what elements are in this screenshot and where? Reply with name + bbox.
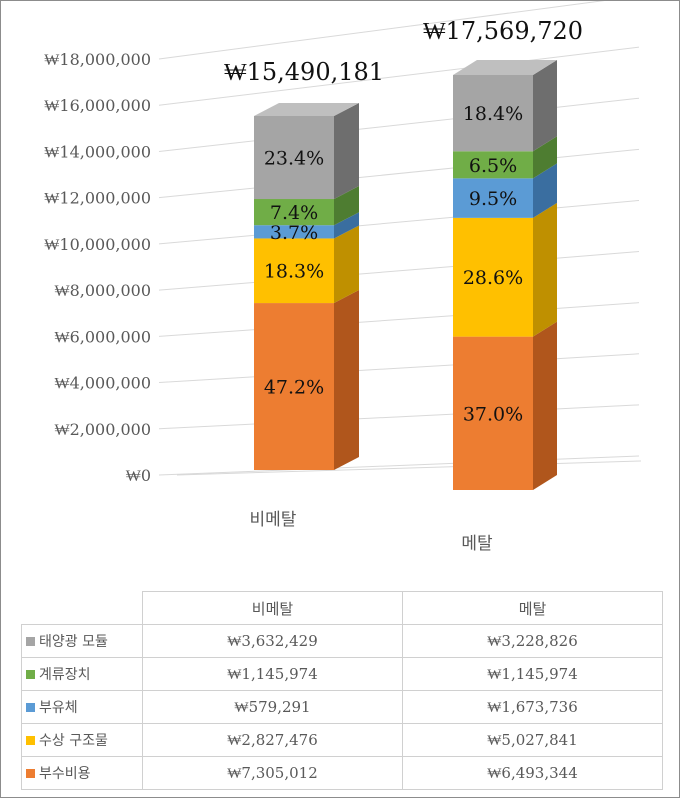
bar-segment <box>453 178 533 218</box>
y-tick-label: ₩14,000,000 <box>44 142 151 161</box>
gridline <box>158 455 640 476</box>
bar-side-face <box>334 290 359 470</box>
table-row: 수상 구조물 ₩2,827,476 ₩5,027,841 <box>21 723 663 757</box>
data-label: 7.4% <box>270 202 318 224</box>
table-row: 부수비용 ₩7,305,012 ₩6,493,344 <box>21 756 663 790</box>
bar-segment <box>254 199 334 226</box>
table-row: 태양광 모듈 ₩3,632,429 ₩3,228,826 <box>21 624 663 658</box>
data-label: 47.2% <box>264 377 324 399</box>
y-tick-label: ₩6,000,000 <box>54 327 151 346</box>
bar-side-face <box>334 212 359 239</box>
bar-segment <box>254 238 334 304</box>
gridline <box>158 353 640 384</box>
y-tick-label: ₩2,000,000 <box>54 420 151 439</box>
table-header-metal: 메탈 <box>402 591 663 625</box>
y-tick-label: ₩12,000,000 <box>44 189 151 208</box>
gridline <box>158 251 640 291</box>
table-cell: ₩579,291 <box>142 690 403 724</box>
bar-segment <box>453 74 533 152</box>
data-label: 3.7% <box>270 222 318 244</box>
gridline <box>158 404 640 430</box>
row-head-float: 부유체 <box>21 690 143 724</box>
table-cell: ₩1,145,974 <box>142 657 403 691</box>
y-tick-label: ₩16,000,000 <box>44 96 151 115</box>
bar-side-face <box>533 163 557 218</box>
floor-edge <box>176 460 642 476</box>
legend-swatch <box>26 736 35 745</box>
gridline <box>158 97 640 152</box>
row-head-extra-cost: 부수비용 <box>21 756 143 790</box>
gridline <box>158 46 640 106</box>
table-cell: ₩3,632,429 <box>142 624 403 658</box>
y-tick-label: ₩18,000,000 <box>44 50 151 69</box>
row-head-structure: 수상 구조물 <box>21 723 143 757</box>
total-label: ₩15,490,181 <box>224 58 384 86</box>
data-label: 9.5% <box>469 188 517 210</box>
table-cell: ₩1,673,736 <box>402 690 663 724</box>
data-table: 비메탈 메탈 태양광 모듈 ₩3,632,429 ₩3,228,826 계류장치… <box>21 591 663 790</box>
bar-side-face <box>533 202 557 337</box>
bar-segment <box>254 115 334 200</box>
table-cell: ₩2,827,476 <box>142 723 403 757</box>
bar-segment <box>453 336 533 490</box>
table-header-nonmetal: 비메탈 <box>142 591 403 625</box>
bar-side-face <box>334 225 359 304</box>
data-label: 18.4% <box>463 103 523 125</box>
bar-segment <box>254 303 334 470</box>
bar-side-face <box>533 59 557 152</box>
bar-segment <box>254 225 334 239</box>
category-label: 비메탈 <box>250 510 297 530</box>
data-label: 18.3% <box>264 261 324 283</box>
table-cell: ₩5,027,841 <box>402 723 663 757</box>
bar-side-face <box>533 321 557 490</box>
row-head-mooring: 계류장치 <box>21 657 143 691</box>
table-cell: ₩1,145,974 <box>402 657 663 691</box>
table-cell: ₩3,228,826 <box>402 624 663 658</box>
legend-swatch <box>26 703 35 712</box>
row-head-solar-module: 태양광 모듈 <box>21 624 143 658</box>
data-label: 23.4% <box>264 148 324 170</box>
bar-segment <box>453 217 533 337</box>
y-tick-label: ₩0 <box>126 466 151 485</box>
legend-swatch <box>26 769 35 778</box>
stacked-3d-bar-chart: ₩0 ₩2,000,000 ₩4,000,000 ₩6,000,000 ₩8,000,0… <box>44 1 642 554</box>
bar-top-face <box>453 59 557 75</box>
total-label: ₩17,569,720 <box>423 17 583 45</box>
y-tick-label: ₩4,000,000 <box>54 374 151 393</box>
bar-top-face <box>254 102 359 116</box>
legend-swatch <box>26 637 35 646</box>
data-label: 28.6% <box>463 267 523 289</box>
gridline <box>158 199 640 245</box>
gridline <box>158 302 640 337</box>
category-label: 메탈 <box>461 534 493 554</box>
table-cell: ₩7,305,012 <box>142 756 403 790</box>
data-label: 6.5% <box>469 155 517 177</box>
bar-side-face <box>334 186 359 226</box>
y-tick-label: ₩10,000,000 <box>44 235 151 254</box>
table-corner <box>21 591 143 625</box>
gridline <box>158 148 640 199</box>
bar-side-face <box>334 102 359 200</box>
table-cell: ₩6,493,344 <box>402 756 663 790</box>
legend-swatch <box>26 670 35 679</box>
data-label: 37.0% <box>463 403 523 425</box>
gridline <box>158 1 605 60</box>
table-row: 계류장치 ₩1,145,974 ₩1,145,974 <box>21 657 663 691</box>
bar-side-face <box>533 136 557 179</box>
bar-segment <box>453 151 533 179</box>
y-tick-label: ₩8,000,000 <box>54 281 151 300</box>
table-row: 부유체 ₩579,291 ₩1,673,736 <box>21 690 663 724</box>
